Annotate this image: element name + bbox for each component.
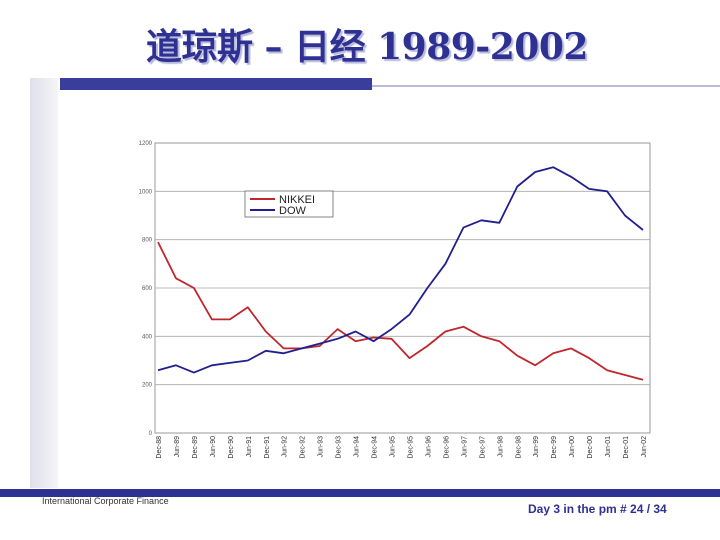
x-tick-label: Jun-02 bbox=[641, 436, 648, 458]
x-tick-label: Dec-91 bbox=[264, 436, 271, 459]
series-line-nikkei bbox=[157, 241, 644, 381]
y-tick-label: 0 bbox=[149, 431, 153, 437]
x-tick-label: Dec-93 bbox=[336, 436, 343, 459]
y-tick-label: 400 bbox=[142, 334, 153, 340]
footer-bar bbox=[0, 489, 720, 497]
x-tick-label: Jun-99 bbox=[533, 436, 540, 458]
x-tick-label: Jun-96 bbox=[425, 436, 432, 458]
x-tick-label: Jun-94 bbox=[354, 436, 361, 458]
x-tick-label: Dec-98 bbox=[515, 436, 522, 459]
x-tick-label: Dec-95 bbox=[407, 436, 414, 459]
series-line-dow bbox=[157, 166, 644, 374]
x-tick-label: Jun-95 bbox=[390, 436, 397, 458]
chart-area: 0 200 400 600 800 1000 1200 Dec-88 Jun-89 Dec-89… bbox=[132, 138, 652, 468]
slide-title: 道琼斯 – 日经 1989-2002 bbox=[146, 26, 588, 68]
x-axis-ticks: Dec-88 Jun-89 Dec-89 Jun-90 Dec-90 Jun-91 Dec-… bbox=[156, 436, 648, 459]
x-tick-label: Dec-99 bbox=[551, 436, 558, 459]
x-tick-label: Dec-92 bbox=[300, 436, 307, 459]
series-lines bbox=[157, 166, 644, 381]
title-underline-bar bbox=[60, 78, 372, 90]
x-tick-label: Dec-94 bbox=[372, 436, 379, 459]
grid-lines bbox=[155, 190, 650, 386]
x-tick-label: Dec-89 bbox=[192, 436, 199, 459]
x-tick-label: Dec-97 bbox=[479, 436, 486, 459]
x-tick-label: Dec-88 bbox=[156, 436, 163, 459]
footer-page-number: Day 3 in the pm # 24 / 34 bbox=[528, 502, 667, 516]
line-chart: 0 200 400 600 800 1000 1200 Dec-88 Jun-89 Dec-89… bbox=[139, 141, 651, 459]
y-tick-label: 1000 bbox=[139, 189, 153, 195]
x-tick-label: Jun-98 bbox=[497, 436, 504, 458]
x-tick-label: Dec-01 bbox=[623, 436, 630, 459]
footer-course-name: International Corporate Finance bbox=[42, 496, 169, 506]
legend-label-nikkei: NIKKEI bbox=[279, 194, 315, 206]
x-tick-label: Dec-96 bbox=[443, 436, 450, 459]
legend-box bbox=[244, 190, 334, 218]
x-tick-label: Jun-00 bbox=[569, 436, 576, 458]
x-tick-label: Jun-89 bbox=[174, 436, 181, 458]
y-tick-label: 800 bbox=[142, 238, 153, 244]
x-tick-label: Jun-91 bbox=[246, 436, 253, 458]
legend-label-dow: DOW bbox=[279, 205, 307, 217]
x-tick-label: Jun-92 bbox=[282, 436, 289, 458]
x-tick-label: Jun-01 bbox=[605, 436, 612, 458]
legend: NIKKEI DOW bbox=[244, 190, 334, 218]
x-tick-label: Jun-93 bbox=[318, 436, 325, 458]
title-underline-rule bbox=[372, 85, 720, 87]
y-tick-label: 200 bbox=[142, 383, 153, 389]
y-tick-label: 1200 bbox=[139, 141, 153, 147]
x-tick-label: Dec-90 bbox=[228, 436, 235, 459]
y-tick-label: 600 bbox=[142, 286, 153, 292]
left-decor-band bbox=[30, 78, 58, 488]
x-tick-label: Jun-97 bbox=[461, 436, 468, 458]
y-axis-ticks: 0 200 400 600 800 1000 1200 bbox=[139, 141, 153, 437]
x-tick-label: Dec-00 bbox=[587, 436, 594, 459]
x-tick-label: Jun-90 bbox=[210, 436, 217, 458]
title-backdrop bbox=[58, 14, 388, 78]
